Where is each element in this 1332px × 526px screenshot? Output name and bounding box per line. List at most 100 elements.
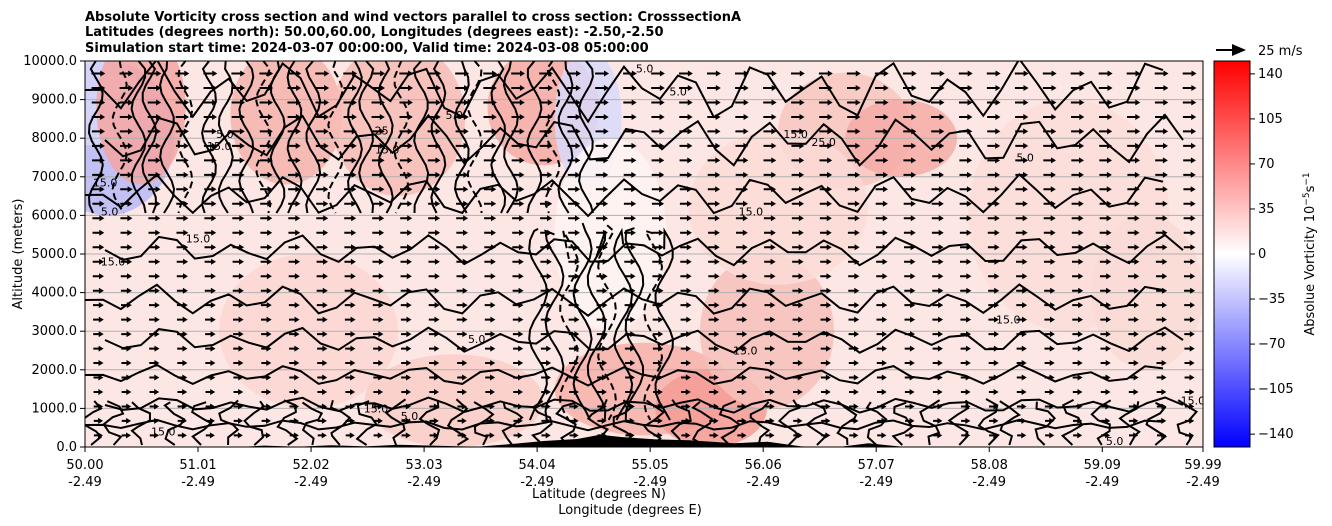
contour-line [413,61,430,214]
wind-vector [316,316,328,323]
wind-vector [485,417,495,424]
wind-vector [233,432,243,439]
wind-vector [847,215,860,222]
wind-vector [904,360,915,366]
wind-vector [119,128,133,135]
wind-vector [1099,215,1112,222]
x-tick-label-lon: -2.49 [746,475,780,490]
wind-vector [988,360,999,366]
wind-vector [91,85,106,91]
wind-vector [232,157,245,164]
wind-vector [1101,417,1111,424]
wind-vector [1127,200,1140,207]
wind-vector [176,258,189,265]
wind-vector [120,157,133,164]
wind-vector [708,273,720,280]
wind-vector [93,374,104,381]
wind-vector [1157,432,1167,439]
wind-vector [260,273,272,280]
wind-vector [1099,171,1112,178]
wind-vector [764,244,776,251]
wind-vector [791,157,805,164]
wind-vector [624,244,636,251]
wind-vector [177,417,187,424]
wind-vector [177,374,188,381]
wind-vector [735,128,749,135]
wind-vector [875,85,889,91]
wind-vector [205,316,216,323]
wind-vector [595,70,609,77]
wind-vector [875,114,889,120]
contour-label: 15.0 [186,232,211,245]
contour-line [218,399,240,446]
wind-vector [597,403,607,410]
contour-line [327,61,344,214]
wind-vector [1129,432,1139,439]
wind-vector [121,316,132,323]
wind-vector [289,389,300,395]
wind-vector [343,99,357,106]
wind-vector [958,70,973,77]
wind-vector [1015,244,1028,251]
wind-vector [1072,302,1084,309]
wind-vector [203,99,218,106]
wind-vector [399,99,413,106]
wind-vector [1070,70,1085,77]
wind-vector [793,403,803,410]
wind-vector [623,70,637,77]
wind-vector [428,258,440,265]
wind-vector [959,186,972,193]
wind-vector [791,128,805,135]
wind-vector [316,200,329,207]
wind-vector [961,403,971,410]
wind-vector [540,302,552,309]
wind-vector [399,142,413,149]
contour-label: 25 [375,124,389,137]
wind-vector [875,128,889,135]
wind-vector [93,302,104,309]
wind-vector [373,331,384,338]
wind-vector [987,99,1001,106]
wind-vector [371,70,386,77]
wind-vector [233,331,244,338]
wind-vector [511,171,525,178]
wind-vector [791,142,805,149]
wind-vector [149,389,160,395]
wind-vector [653,432,663,439]
wind-vector [176,200,189,207]
wind-vector [205,432,215,439]
wind-vector [288,200,301,207]
wind-vector [484,229,496,236]
wind-vector [679,171,693,178]
wind-vector [986,85,1001,91]
wind-vector [177,331,188,338]
wind-vector [1071,142,1085,149]
wind-vector [680,258,692,265]
wind-vector [512,229,524,236]
wind-vector [1044,316,1055,323]
wind-vector [791,99,805,106]
wind-vector [876,287,888,294]
wind-vector [708,360,719,366]
wind-vector [1071,244,1084,251]
wind-vector [846,70,861,77]
wind-vector [987,157,1001,164]
wind-vector [148,273,160,280]
wind-vector [1100,331,1111,338]
wind-vector [315,142,329,149]
wind-vector [259,128,273,135]
wind-vector [1015,142,1029,149]
wind-vector [315,114,329,120]
wind-vector [959,200,972,207]
wind-vector [400,244,412,251]
wind-vector [427,70,442,77]
colorbar-tick-label: −70 [1258,337,1285,352]
wind-vector [1128,360,1139,366]
wind-vector [904,244,916,251]
wind-vector [92,171,105,178]
wind-vector [736,229,748,236]
wind-vector [652,273,664,280]
wind-vector [121,302,132,309]
wind-vector [1184,389,1195,395]
wind-vector [260,229,273,236]
